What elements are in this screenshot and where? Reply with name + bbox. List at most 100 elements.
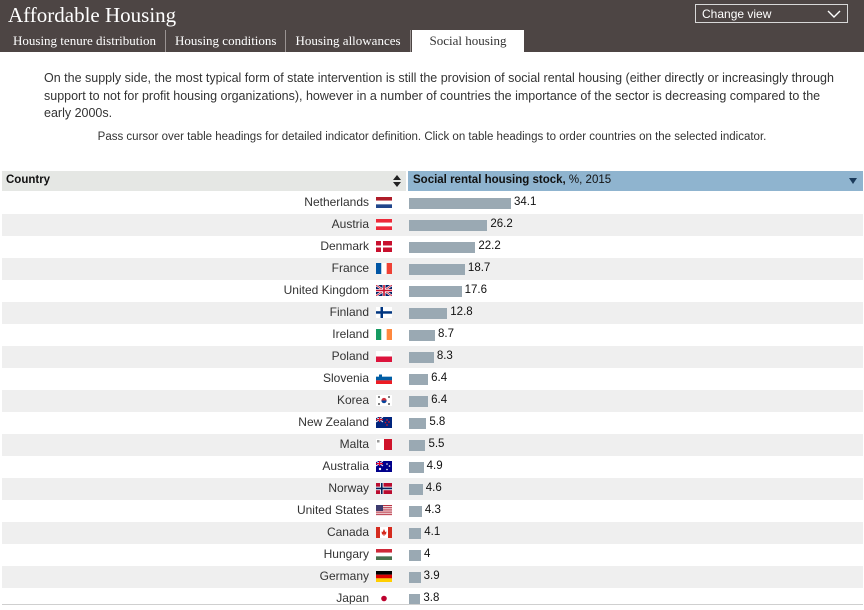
data-bar (409, 374, 429, 385)
tab-housing-allowances[interactable]: Housing allowances (286, 30, 411, 52)
country-name: United Kingdom (283, 283, 369, 297)
data-value-label: 4.6 (425, 482, 442, 494)
caret-down-icon (849, 178, 857, 184)
change-view-dropdown[interactable]: Change view (695, 4, 848, 23)
canada-flag-icon (376, 527, 392, 538)
korea-flag-icon (376, 395, 392, 406)
data-bar (409, 594, 421, 605)
indicator-header-label: Social rental housing stock, %, 2015 (413, 174, 611, 186)
tab-housing-conditions[interactable]: Housing conditions (166, 30, 287, 52)
data-bar (409, 550, 421, 561)
data-value-label: 4.1 (424, 526, 441, 538)
data-value-label: 18.7 (467, 262, 491, 274)
country-name: Canada (326, 525, 369, 539)
data-value-label: 5.5 (428, 438, 445, 450)
data-value-label: 6.4 (431, 394, 448, 406)
table-row: Ireland 8.7 (2, 324, 863, 346)
data-value-label: 4.3 (424, 504, 441, 516)
hint-text: Pass cursor over table headings for deta… (97, 131, 767, 143)
data-value-label: 22.2 (478, 240, 501, 252)
indicator-header-bold: Social rental housing stock, (413, 174, 566, 186)
sort-icon[interactable] (393, 175, 401, 187)
slovenia-flag-icon (376, 373, 392, 384)
country-name: Japan (336, 591, 369, 605)
country-name: Netherlands (304, 195, 369, 209)
data-table: Netherlands 34.1 Austria 26.2 Denmark 22.2 Fra… (2, 192, 863, 610)
malta-flag-icon (376, 439, 392, 450)
tab-social-housing[interactable]: Social housing (411, 30, 525, 52)
new-zealand-flag-icon (376, 417, 392, 428)
australia-flag-icon (376, 461, 392, 472)
country-name: Slovenia (322, 371, 369, 385)
country-name: Australia (322, 459, 369, 473)
country-header-label: Country (6, 174, 51, 186)
united-kingdom-flag-icon (376, 285, 392, 296)
data-value-label: 5.8 (429, 416, 446, 428)
ireland-flag-icon (376, 329, 392, 340)
country-name: Germany (319, 569, 369, 583)
data-value-label: 3.8 (423, 592, 440, 604)
data-value-label: 17.6 (464, 284, 488, 296)
country-name: New Zealand (298, 415, 369, 429)
denmark-flag-icon (376, 241, 392, 252)
data-bar (409, 220, 488, 231)
data-value-label: 12.8 (450, 306, 473, 318)
table-row: Norway 4.6 (2, 478, 863, 500)
data-value-label: 3.9 (423, 570, 440, 582)
data-bar (409, 462, 424, 473)
country-name: Finland (329, 305, 369, 319)
data-bar (409, 572, 421, 583)
table-row: Japan 3.8 (2, 588, 863, 610)
data-bar (409, 308, 448, 319)
data-value-label: 4 (423, 548, 431, 560)
table-row: United Kingdom 17.6 (2, 280, 863, 302)
table-bottom-border (2, 604, 863, 605)
indicator-header-rest: %, 2015 (565, 174, 612, 186)
table-row: Korea 6.4 (2, 390, 863, 412)
data-value-label: 6.4 (431, 372, 448, 384)
data-bar (409, 418, 427, 429)
table-row: Australia 4.9 (2, 456, 863, 478)
data-value-label: 26.2 (490, 218, 513, 230)
country-name: United States (296, 503, 369, 517)
country-name: Ireland (332, 327, 369, 341)
germany-flag-icon (376, 571, 392, 582)
intro-text: On the supply side, the most typical for… (44, 71, 834, 120)
indicator-column-header[interactable]: Social rental housing stock, %, 2015 (408, 171, 863, 191)
data-bar (409, 396, 429, 407)
table-row: New Zealand 5.8 (2, 412, 863, 434)
chevron-down-icon (827, 10, 841, 18)
table-row: Canada 4.1 (2, 522, 863, 544)
data-bar (409, 352, 434, 363)
data-bar (409, 264, 465, 275)
data-bar (409, 286, 462, 297)
data-value-label: 8.7 (438, 328, 455, 340)
app-title: Affordable Housing (8, 3, 177, 27)
data-bar (409, 242, 476, 253)
tab-housing-tenure-distribution[interactable]: Housing tenure distribution (4, 30, 166, 52)
table-row: Poland 8.3 (2, 346, 863, 368)
data-value-label: 34.1 (514, 196, 537, 208)
data-bar (409, 528, 422, 539)
country-name: Norway (328, 481, 369, 495)
country-name: Hungary (323, 547, 369, 561)
country-column-header[interactable]: Country (2, 171, 406, 191)
netherlands-flag-icon (376, 197, 392, 208)
table-row: France 18.7 (2, 258, 863, 280)
top-bar: Affordable Housing Change view Housing t… (0, 0, 864, 52)
tab-bar: Housing tenure distribution Housing cond… (4, 30, 525, 52)
data-bar (409, 484, 423, 495)
data-bar (409, 330, 436, 341)
table-row: Hungary 4 (2, 544, 863, 566)
country-name: Poland (331, 349, 369, 363)
country-name: Korea (336, 393, 369, 407)
norway-flag-icon (376, 483, 392, 494)
table-row: Denmark 22.2 (2, 236, 863, 258)
table-row: Malta 5.5 (2, 434, 863, 456)
data-bar (409, 440, 426, 451)
japan-flag-icon (376, 593, 392, 604)
data-value-label: 4.9 (426, 460, 443, 472)
poland-flag-icon (376, 351, 392, 362)
united-states-flag-icon (376, 505, 392, 516)
country-name: Malta (339, 437, 369, 451)
